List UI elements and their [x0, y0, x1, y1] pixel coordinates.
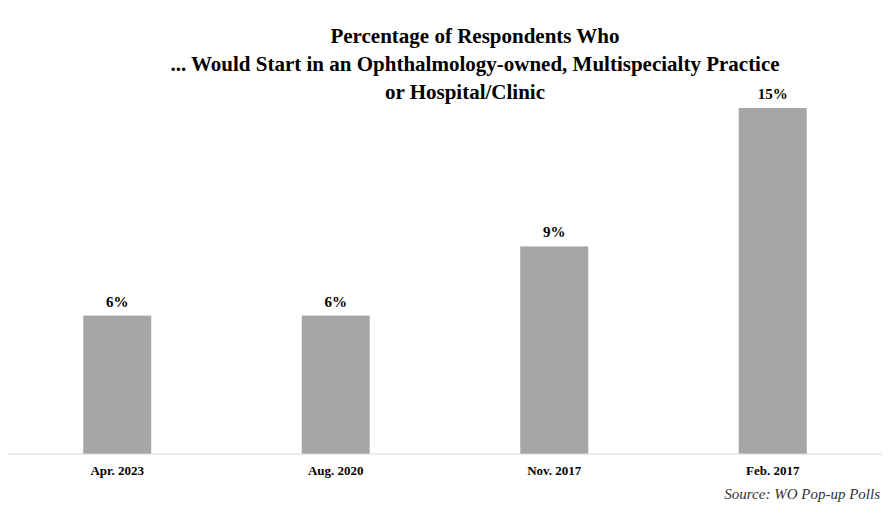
data-label: 6% [106, 294, 129, 310]
data-label: 6% [325, 294, 348, 310]
chart-svg: Percentage of Respondents Who ... Would S… [0, 0, 891, 514]
x-tick-label: Feb. 2017 [746, 463, 800, 478]
x-tick-label: Aug. 2020 [308, 463, 364, 478]
source-note: Source: WO Pop-up Polls [724, 486, 880, 502]
data-label: 15% [758, 86, 788, 102]
chart-title: Percentage of Respondents Who [330, 24, 619, 48]
bar [739, 108, 807, 454]
x-tick-label: Nov. 2017 [527, 463, 582, 478]
x-tick-label: Apr. 2023 [90, 463, 144, 478]
bar [302, 316, 370, 454]
chart-container: Percentage of Respondents Who ... Would S… [0, 0, 891, 514]
data-label: 9% [543, 224, 566, 240]
bars [83, 108, 807, 454]
bar [83, 316, 151, 454]
chart-title: ... Would Start in an Ophthalmology-owne… [170, 52, 779, 76]
chart-title: or Hospital/Clinic [385, 80, 545, 104]
bar [520, 246, 588, 454]
x-axis-line [8, 454, 882, 455]
